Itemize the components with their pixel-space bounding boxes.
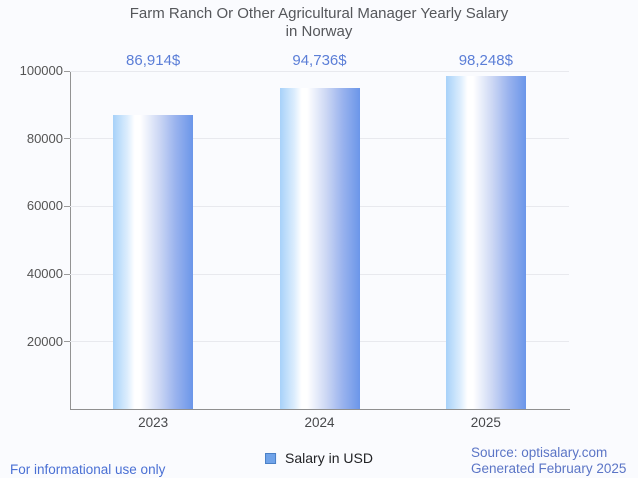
generated-date: Generated February 2025: [471, 460, 627, 476]
y-tick-label-60000: 60000: [26, 198, 63, 214]
y-tickmark-100000: [64, 70, 70, 72]
bar-2023[interactable]: [113, 114, 194, 409]
gridline-100000: [70, 70, 569, 72]
legend-label: Salary in USD: [285, 450, 373, 466]
disclaimer-text: For informational use only: [10, 462, 166, 477]
y-tick-label-20000: 20000: [26, 333, 63, 349]
x-tick-label-2025: 2025: [470, 415, 501, 430]
y-tick-label-80000: 80000: [26, 130, 63, 146]
y-tickmark-80000: [64, 138, 70, 140]
value-label-2024: 94,736$: [292, 52, 347, 69]
chart-title-line2: in Norway: [285, 23, 353, 40]
source-link[interactable]: Source: optisalary.com: [471, 445, 608, 460]
legend-swatch-icon: [265, 452, 277, 464]
legend-item-salary-in-usd[interactable]: Salary in USD: [265, 450, 373, 466]
x-tick-label-2024: 2024: [304, 415, 335, 430]
chart-title: Farm Ranch Or Other Agricultural Manager…: [0, 5, 638, 41]
x-axis-line: [70, 409, 570, 410]
source-block: Source: optisalary.com Generated Februar…: [471, 445, 626, 476]
y-tickmark-60000: [64, 205, 70, 207]
y-tickmark-40000: [64, 273, 70, 275]
value-label-2023: 86,914$: [126, 52, 181, 69]
value-label-2025: 98,248$: [458, 52, 513, 69]
y-tick-label-40000: 40000: [26, 266, 63, 282]
y-tickmark-20000: [64, 341, 70, 343]
bar-2025[interactable]: [445, 76, 526, 409]
y-axis-line: [70, 70, 71, 410]
bar-2024[interactable]: [279, 88, 360, 409]
x-tick-label-2023: 2023: [138, 415, 169, 430]
chart-title-line1: Farm Ranch Or Other Agricultural Manager…: [129, 5, 509, 22]
y-tick-label-100000: 100000: [19, 63, 63, 78]
